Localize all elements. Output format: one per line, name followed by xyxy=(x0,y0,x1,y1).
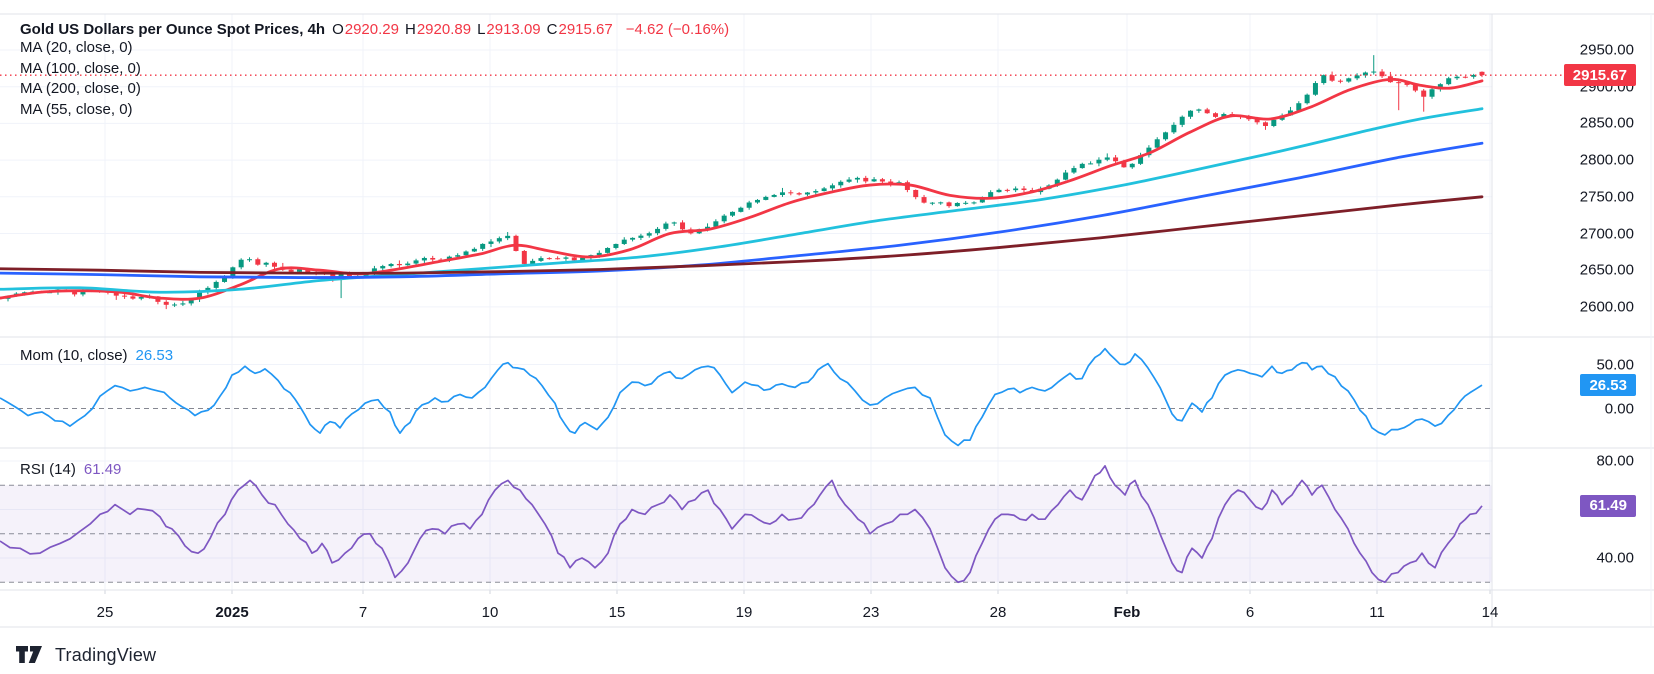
ohlc-key: C xyxy=(546,21,558,38)
tradingview-logo-text: TradingView xyxy=(55,645,157,665)
ohlc-value: 2915.67 xyxy=(558,21,613,38)
rsi-value: 61.49 xyxy=(83,461,122,478)
price-axis-label: 80.00 xyxy=(1596,452,1634,470)
price-axis-label: 2600.00 xyxy=(1579,298,1634,316)
time-axis-label: 23 xyxy=(862,604,880,621)
change-value: −4.62 (−0.16%) xyxy=(625,21,730,38)
price-axis-label: 2650.00 xyxy=(1579,261,1634,279)
tradingview-logo[interactable]: TradingView xyxy=(16,645,156,666)
ohlc-item-h: H 2920.89 xyxy=(405,21,471,38)
price-axis-label: 2800.00 xyxy=(1579,151,1634,169)
legend-row-ma200[interactable]: MA (200, close, 0) xyxy=(20,80,141,97)
time-axis-label: 2025 xyxy=(215,604,249,621)
symbol-title: Gold US Dollars per Ounce Spot Prices, 4… xyxy=(20,21,326,38)
price-axis-label: 2700.00 xyxy=(1579,225,1634,242)
time-axis-label: 25 xyxy=(96,604,114,621)
last-price-badge: 2915.67 xyxy=(1563,64,1636,87)
price-axis[interactable]: 2950.00 2900.00 2850.00 2800.00 2750.00 2700.… xyxy=(1492,0,1654,674)
ohlc-key: H xyxy=(404,21,416,38)
time-axis-label: 11 xyxy=(1369,604,1385,621)
time-axis-label: Feb xyxy=(1113,604,1141,621)
ohlc-value: 2913.09 xyxy=(486,21,541,38)
time-axis-label: 15 xyxy=(608,604,626,621)
price-axis-label: 2750.00 xyxy=(1579,188,1634,206)
time-axis-label: 14 xyxy=(1481,604,1499,621)
ohlc-item-c: C 2915.67 xyxy=(547,21,613,38)
ohlc-values: O 2920.29 H 2920.89 L 2913.09 C 2915.67 xyxy=(332,21,619,38)
ohlc-value: 2920.89 xyxy=(416,21,472,38)
tradingview-logo-icon xyxy=(16,645,42,663)
rsi-pane-legend[interactable]: RSI (14) 61.49 xyxy=(20,461,121,478)
time-axis-label: 19 xyxy=(735,604,753,621)
price-axis-label: 0.00 xyxy=(1604,400,1634,417)
rsi-label: RSI (14) xyxy=(20,461,76,478)
momentum-value-badge: 26.53 xyxy=(1580,374,1636,397)
time-axis-label: 6 xyxy=(1245,604,1255,621)
rsi-value-badge: 61.49 xyxy=(1580,494,1636,517)
ohlc-item-o: O 2920.29 xyxy=(332,21,399,38)
time-axis-label: 7 xyxy=(358,604,368,621)
price-axis-label: 40.00 xyxy=(1596,549,1634,567)
momentum-value: 26.53 xyxy=(135,347,174,364)
time-axis-label: 28 xyxy=(989,604,1007,621)
price-axis-label: 50.00 xyxy=(1596,356,1634,373)
price-axis-label: 2850.00 xyxy=(1579,114,1634,132)
ohlc-value: 2920.29 xyxy=(344,21,399,38)
time-axis-label: 10 xyxy=(481,604,499,621)
symbol-legend-row[interactable]: Gold US Dollars per Ounce Spot Prices, 4… xyxy=(20,21,729,38)
legend: Gold US Dollars per Ounce Spot Prices, 4… xyxy=(20,21,729,120)
legend-row-ma20[interactable]: MA (20, close, 0) xyxy=(20,39,133,56)
legend-row-ma55[interactable]: MA (55, close, 0) xyxy=(20,100,133,118)
momentum-pane-legend[interactable]: Mom (10, close) 26.53 xyxy=(20,347,173,364)
ohlc-item-l: L 2913.09 xyxy=(477,21,541,38)
momentum-label: Mom (10, close) xyxy=(20,347,128,364)
ohlc-key: O xyxy=(332,21,344,38)
price-axis-label: 2950.00 xyxy=(1579,41,1634,59)
legend-row-ma100[interactable]: MA (100, close, 0) xyxy=(20,59,141,77)
ohlc-key: L xyxy=(477,21,486,38)
